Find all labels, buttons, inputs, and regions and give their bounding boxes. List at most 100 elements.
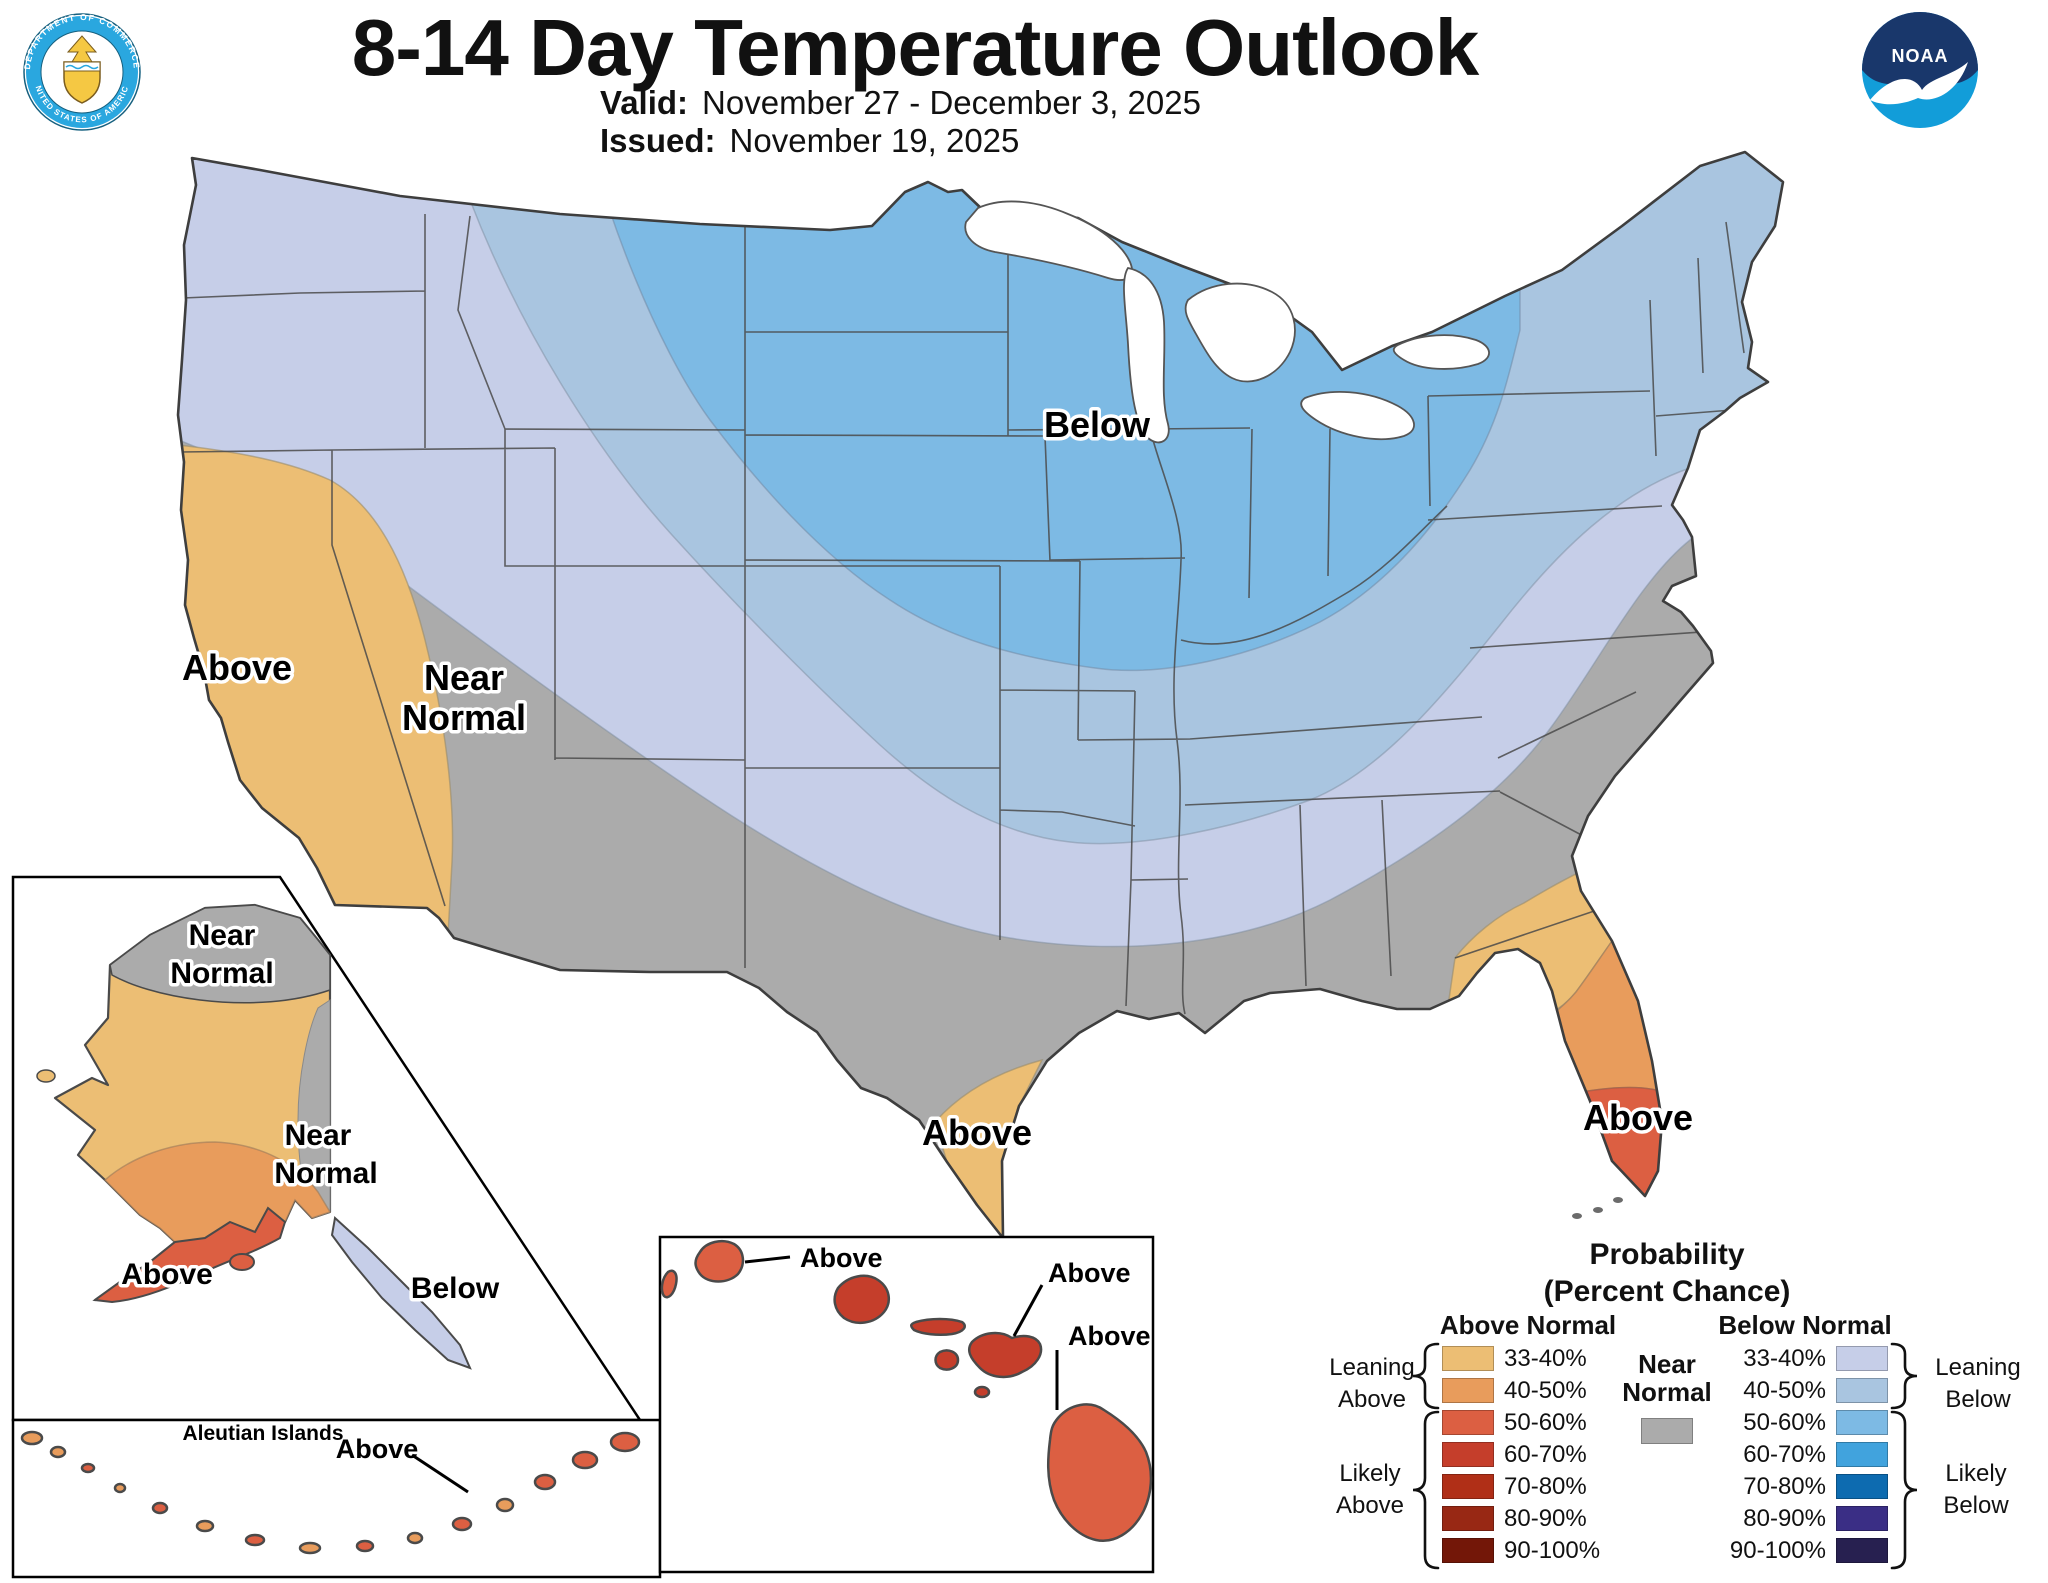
island-oahu [833,1274,891,1325]
brace-likely-below [1890,1410,1918,1570]
island-lanai [934,1349,960,1371]
island-kahoolawe [973,1385,991,1399]
legend-below-row: 80-90% [1676,1504,1888,1532]
lake-huron [1184,282,1296,383]
hawaii-inset: Above Above Above [658,1235,1155,1574]
legend-title: Probability (Percent Chance) [1477,1236,1857,1310]
aleutian-inset-box [11,1418,662,1579]
legend-below-row: 50-60% [1676,1409,1888,1436]
valid-line: Valid: November 27 - December 3, 2025 [600,84,1201,122]
legend-leaning-above-label: Leaning Above [1329,1354,1415,1413]
aleutian-inset: Aleutian Islands Above [11,1418,662,1579]
legend-swatch [1442,1474,1494,1499]
legend-swatch [1442,1506,1494,1531]
legend-braces [1412,1342,1918,1570]
legend-near-line2: Normal [1622,1377,1712,1407]
legend-swatch [1836,1538,1888,1563]
lake-michigan [1123,266,1170,444]
hawaii-islands [660,1240,1153,1543]
label-above-florida: Above [1583,1097,1693,1138]
noaa-logo-text: NOAA [1892,46,1949,66]
alaska-panhandle-below [330,1216,472,1370]
legend-likely-below-label: Likely Below [1943,1460,2009,1519]
brace-leaning-above [1412,1342,1440,1410]
brace-likely-above [1412,1410,1440,1570]
legend-likely-above-label: Likely Above [1335,1460,1405,1519]
aleutian-above-label: Above [336,1434,419,1464]
hawaii-above-maui: Above [1048,1258,1131,1288]
legend-range-label: 80-90% [1743,1504,1826,1532]
island-kauai [694,1240,745,1283]
legend-below-row: 90-100% [1676,1536,1888,1564]
legend-near-line1: Near [1638,1349,1696,1379]
legend-below-header: Below Normal [1718,1310,1892,1340]
legend-swatch [1442,1378,1494,1403]
brace-leaning-below [1890,1342,1918,1410]
legend-above-column: 33-40% 40-50% 50-60% 60-70% 70-80% 80-90% 90-1… [1442,1344,1601,1564]
legend-swatch [1442,1538,1494,1563]
valid-label: Valid: [600,84,689,121]
alaska-below-label: Below [411,1272,500,1305]
legend-range-label: 33-40% [1504,1344,1587,1372]
legend-title-line1: Probability [1589,1238,1745,1271]
legend-above-row: 80-90% [1442,1505,1600,1532]
alaska-inset: Near Normal Near Normal Above Below [11,875,643,1422]
legend-below-row: 33-40% [1676,1344,1888,1372]
commerce-seal: DEPARTMENT OF COMMERCE UNITED STATES OF … [0,0,141,131]
issued-label: Issued: [600,122,716,159]
legend-range-label: 70-80% [1743,1472,1826,1500]
alaska-near-east-line2: Normal [274,1157,377,1190]
page-title: 8-14 Day Temperature Outlook [351,3,1479,92]
legend-swatch [1836,1410,1888,1435]
legend-below-row: 40-50% [1676,1377,1888,1404]
legend-above-row: 60-70% [1442,1440,1600,1468]
conus-outline [176,150,1785,1240]
valid-value: November 27 - December 3, 2025 [702,84,1201,121]
hawaii-above-big-island: Above [1068,1321,1151,1351]
lake-erie [1300,390,1415,440]
legend-range-label: 60-70% [1743,1440,1826,1468]
hawaii-pointer-kauai [744,1255,791,1264]
legend-leaning-below-label: Leaning Below [1935,1354,2021,1413]
legend-below-row: 70-80% [1676,1472,1888,1500]
great-lakes [964,200,1490,444]
kodiak-island [229,1253,255,1271]
legend-near-normal-swatch [1641,1418,1693,1444]
hawaii-above-kauai: Above [800,1243,883,1273]
alaska-near-normal-north [109,904,331,1004]
legend-range-label: 70-80% [1504,1472,1587,1500]
alaska-above-50-60 [92,1206,287,1304]
legend-title-line2: (Percent Chance) [1543,1275,1791,1308]
label-below: Below [1044,404,1151,445]
aleutian-pointer-line [411,1453,469,1494]
issued-value: November 19, 2025 [729,122,1020,159]
legend-swatch [1836,1506,1888,1531]
island-molokai [910,1317,966,1337]
label-near-normal-line2: Normal [402,697,526,738]
florida-keys [1572,1197,1623,1219]
legend-below-column: 33-40% 40-50% 50-60% 60-70% 70-80% 80-90% 90-1… [1676,1344,1888,1564]
label-above-west: Above [182,647,292,688]
legend-swatch [1836,1378,1888,1403]
alaska-above-40-50 [103,1141,332,1243]
legend-range-label: 90-100% [1504,1536,1601,1564]
legend-range-label: 60-70% [1504,1440,1587,1468]
legend-swatch [1442,1346,1494,1371]
seal-shield-icon [63,61,101,104]
hawaii-pointer-maui [1012,1284,1044,1337]
legend-above-row: 33-40% [1442,1344,1600,1372]
lake-ontario [1392,334,1490,370]
legend-range-label: 90-100% [1729,1536,1826,1564]
issued-line: Issued: November 19, 2025 [600,122,1019,160]
noaa-logo: NOAA [1862,12,1978,128]
legend-above-row: 90-100% [1442,1536,1601,1564]
label-near-normal-line1: Near [424,657,504,698]
legend-near-normal: Near Normal [1597,1350,1737,1444]
legend-range-label: 33-40% [1743,1344,1826,1372]
legend-swatch [1836,1474,1888,1499]
island-maui [968,1331,1043,1379]
alaska-near-north-line2: Normal [170,957,273,990]
bering-island [36,1069,56,1083]
